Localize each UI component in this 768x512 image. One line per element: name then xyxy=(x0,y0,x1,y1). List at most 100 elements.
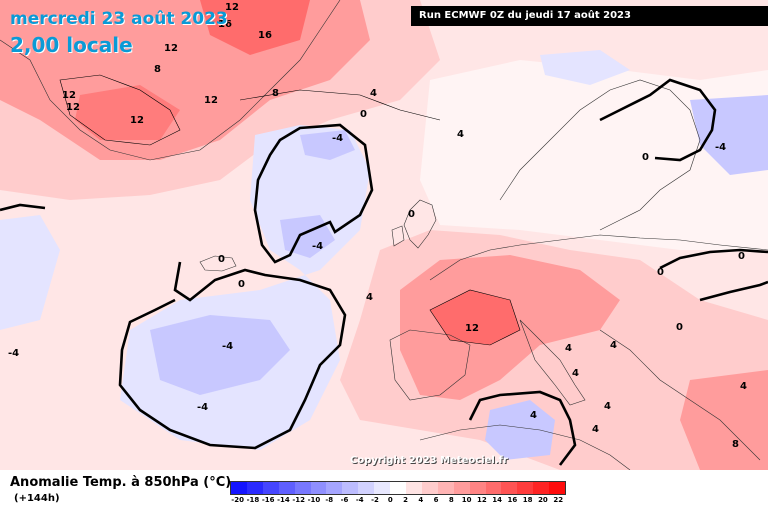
contour-label: 4 xyxy=(370,88,377,99)
cool-field-med xyxy=(485,400,555,460)
contour-europe-warm xyxy=(429,289,521,346)
legend-tick-label: -2 xyxy=(371,496,379,504)
contour-label: 0 xyxy=(738,251,745,262)
contour-label: -4 xyxy=(332,133,343,144)
contour-label: -4 xyxy=(715,142,726,153)
legend-swatch xyxy=(533,482,550,494)
variable-title: Anomalie Temp. à 850hPa (°C) xyxy=(10,475,232,490)
legend-tick-label: 10 xyxy=(461,496,472,504)
contour-label: 0 xyxy=(218,254,225,265)
contour-label: 12 xyxy=(62,90,76,101)
legend-tick-label: -8 xyxy=(325,496,334,504)
contour-label: 0 xyxy=(360,109,367,120)
legend-tick-label: -16 xyxy=(261,496,275,504)
contour-label: 4 xyxy=(572,368,579,379)
forecast-date: mercredi 23 août 2023 xyxy=(10,9,228,29)
coastline-iberia xyxy=(389,329,471,401)
warm-field-greenland-peak xyxy=(75,85,180,140)
contour-label: 4 xyxy=(610,340,617,351)
contour-label: 0 xyxy=(676,322,683,333)
contour-label: -4 xyxy=(312,241,323,252)
legend-ticks: -20 -18 -16 -14 -12 -10 -8 -6 -4 -2 0 2 4 6 8 10 12 14 16 1… xyxy=(230,496,566,504)
contour-label: 12 xyxy=(130,115,144,126)
legend-swatch xyxy=(374,482,391,494)
contour-label: 4 xyxy=(565,343,572,354)
warm-field-europe-peak xyxy=(430,290,520,345)
legend-swatch xyxy=(517,482,534,494)
legend-tick-label: -4 xyxy=(355,496,364,504)
legend-swatch xyxy=(549,482,566,494)
legend-swatch xyxy=(501,482,518,494)
zero-contour-northeast xyxy=(599,78,717,162)
contour-label: 12 xyxy=(204,95,218,106)
legend-tick-label: -6 xyxy=(340,496,349,504)
cool-field-atlantic-core xyxy=(150,315,290,395)
legend-swatch xyxy=(278,482,295,494)
cool-field-norway-sea xyxy=(300,130,355,160)
coastline-italy xyxy=(519,319,586,406)
contour-label: 4 xyxy=(604,401,611,412)
contour-label: -4 xyxy=(222,341,233,352)
contour-label: -4 xyxy=(8,348,19,359)
contour-label: 8 xyxy=(732,439,739,450)
legend-swatch xyxy=(469,482,486,494)
neutral-field-north xyxy=(420,60,768,250)
lead-time: (+144h) xyxy=(14,493,60,504)
copyright-text: Copyright 2023 Meteociel.fr xyxy=(350,455,508,466)
warm-field-balkans xyxy=(680,370,768,470)
contour-label: -4 xyxy=(197,402,208,413)
legend-tick-label: 6 xyxy=(433,496,439,504)
contour-label: 4 xyxy=(592,424,599,435)
legend-swatch xyxy=(231,482,247,494)
zero-contour-west xyxy=(0,203,46,212)
contour-label: 8 xyxy=(272,88,279,99)
zero-contour-atlantic xyxy=(253,123,374,264)
contour-label: 12 xyxy=(465,323,479,334)
coastline-british-isles xyxy=(391,199,437,249)
cool-field-northeast xyxy=(690,95,768,175)
coastline-north-africa xyxy=(419,424,631,470)
legend-tick-label: 20 xyxy=(538,496,548,504)
legend-swatch xyxy=(453,482,470,494)
coastline-greenland xyxy=(0,0,341,161)
cool-field-northwest-edge xyxy=(0,215,60,330)
contour-label: 0 xyxy=(238,279,245,290)
legend-tick-label: 12 xyxy=(477,496,487,504)
contour-label: 12 xyxy=(164,43,178,54)
warm-field-greenland-north xyxy=(200,0,310,55)
contour-label: 0 xyxy=(657,267,664,278)
legend-swatch xyxy=(310,482,327,494)
legend-swatch xyxy=(342,482,359,494)
legend-tick-label: 22 xyxy=(553,496,564,504)
legend-tick-label: 4 xyxy=(418,496,424,504)
zero-contour-east xyxy=(659,248,768,302)
legend-swatch xyxy=(485,482,502,494)
contour-label: 16 xyxy=(218,19,232,30)
legend-swatch xyxy=(246,482,263,494)
contour-north-4 xyxy=(239,89,441,121)
contour-label: 4 xyxy=(740,381,747,392)
legend-swatches xyxy=(230,481,566,495)
coastline-scandinavia xyxy=(499,79,701,231)
forecast-time: 2,00 locale xyxy=(10,33,133,57)
legend-tick-label: 2 xyxy=(403,496,408,504)
contour-label: 4 xyxy=(530,410,537,421)
cool-field-arctic-top xyxy=(540,50,630,85)
legend-swatch xyxy=(437,482,454,494)
contour-greenland-warm xyxy=(59,74,181,146)
legend-tick-label: -12 xyxy=(292,496,306,504)
coastline-europe-north xyxy=(429,234,768,281)
legend-tick-label: -14 xyxy=(277,496,290,504)
legend-tick-label: -20 xyxy=(231,496,244,504)
contour-label: 0 xyxy=(408,209,415,220)
legend-swatch xyxy=(326,482,343,494)
legend-tick-label: 16 xyxy=(507,496,518,504)
model-run-label: Run ECMWF 0Z du jeudi 17 août 2023 xyxy=(411,6,768,26)
legend-swatch xyxy=(294,482,311,494)
legend-tick-label: 18 xyxy=(522,496,533,504)
legend-tick-label: -10 xyxy=(307,496,321,504)
contour-label: 12 xyxy=(225,2,239,13)
